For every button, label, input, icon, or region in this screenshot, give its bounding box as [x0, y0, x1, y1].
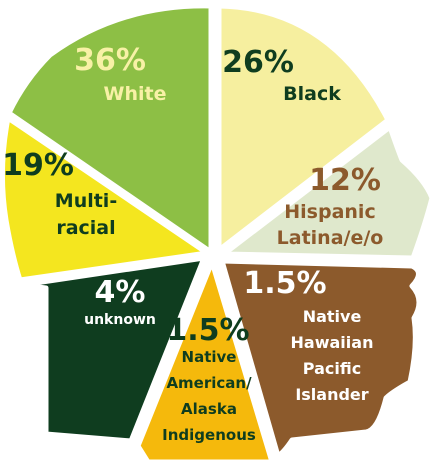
value-label: 19%: [2, 148, 74, 183]
value-label: 36%: [74, 43, 146, 78]
category-label: White: [104, 83, 167, 105]
category-label: Black: [283, 83, 341, 105]
chart: 36%White26%Black12%HispanicLatina/e/o1.5…: [0, 0, 435, 469]
value-label: 4%: [95, 275, 146, 310]
value-label: 26%: [222, 45, 294, 80]
category-label: unknown: [84, 312, 156, 328]
value-label: 1.5%: [166, 313, 249, 348]
value-label: 1.5%: [243, 266, 326, 301]
value-label: 12%: [309, 163, 381, 198]
